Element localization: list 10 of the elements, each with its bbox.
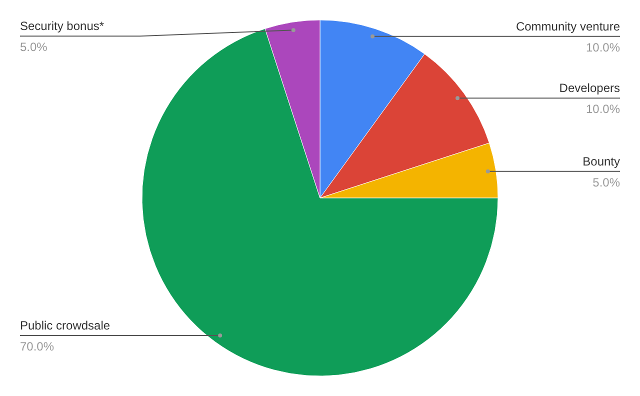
slice-label: Bounty [582, 154, 620, 168]
data-label: 70.0% [20, 340, 54, 354]
data-label: 10.0% [586, 102, 620, 116]
slice-label: Community venture [516, 19, 620, 34]
data-label: 5.0% [592, 175, 620, 190]
slice-label: Public crowdsale [20, 318, 110, 333]
data-label: 5.0% [20, 40, 48, 54]
data-label: 10.0% [586, 40, 620, 54]
slice-label: Security bonus* [20, 19, 104, 34]
slice-label: Developers [559, 81, 620, 96]
